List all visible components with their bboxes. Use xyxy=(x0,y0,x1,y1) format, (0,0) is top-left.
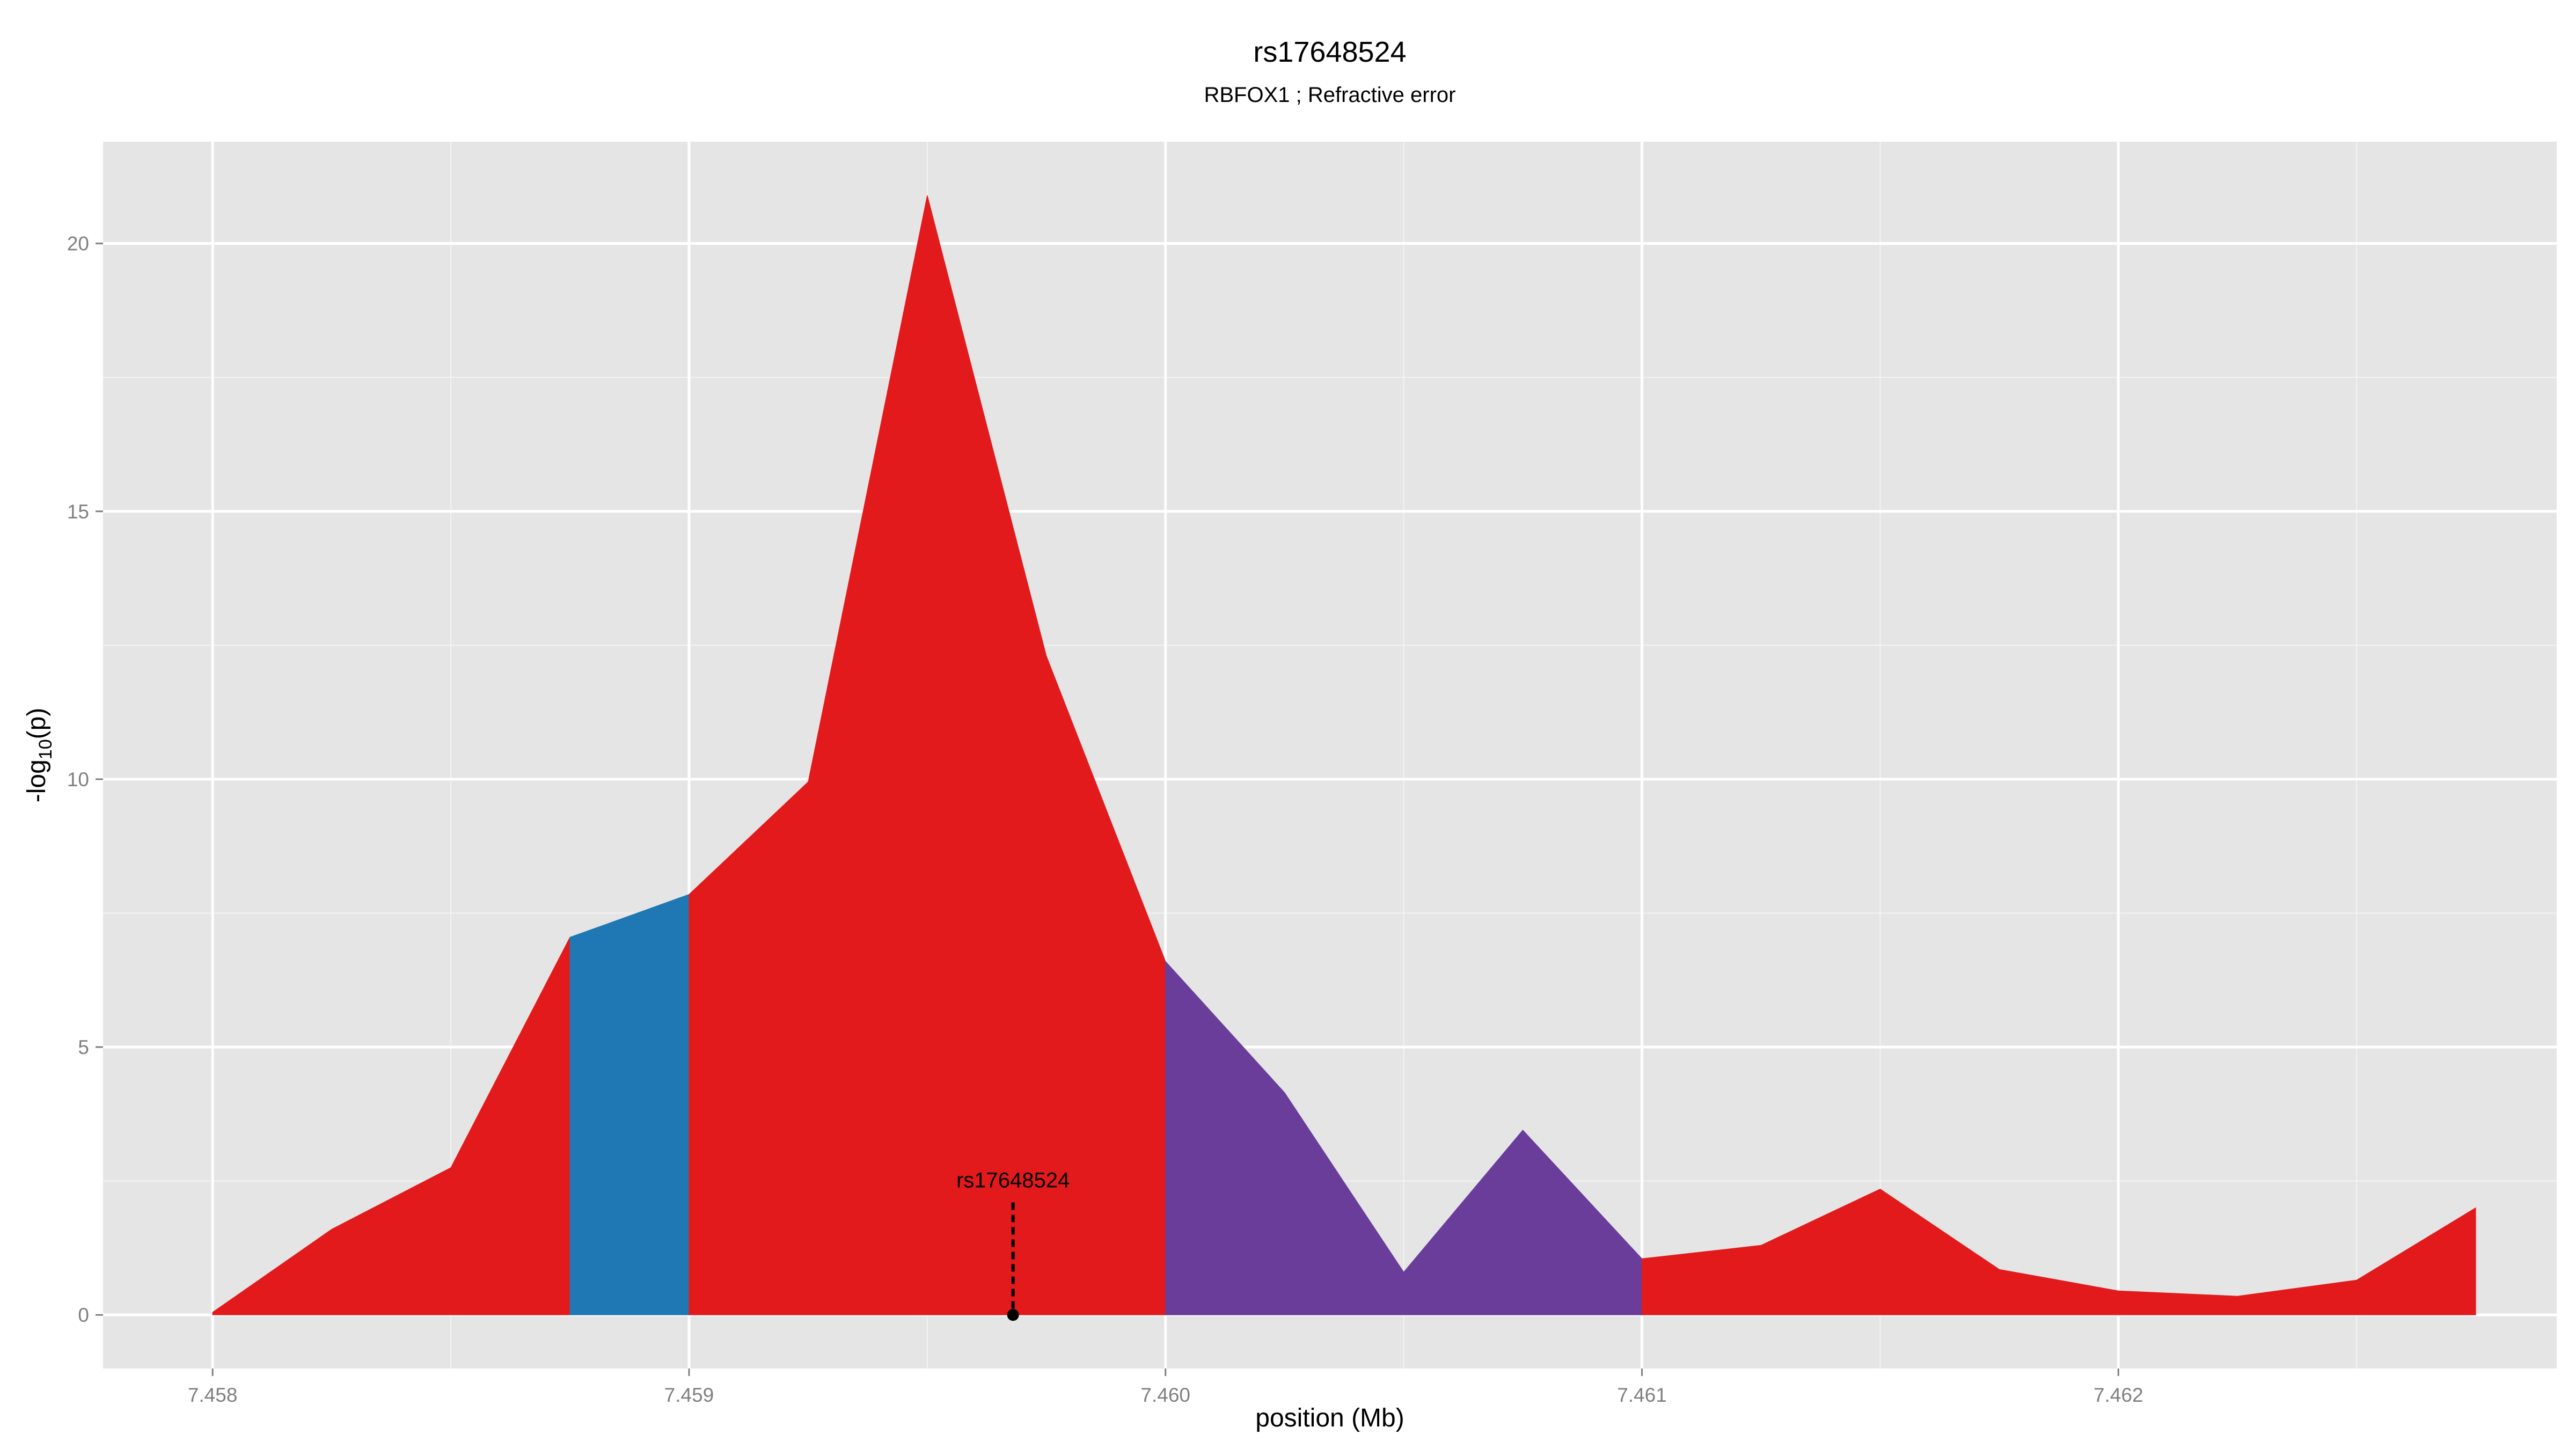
x-tick-label: 7.461 xyxy=(1617,1384,1667,1406)
y-tick-label: 15 xyxy=(67,501,89,523)
y-tick-label: 10 xyxy=(67,769,89,791)
area-segment-2 xyxy=(569,894,690,1315)
x-tick-label: 7.460 xyxy=(1140,1384,1190,1406)
y-axis-label-suffix: (p) xyxy=(23,708,51,740)
x-tick-label: 7.459 xyxy=(664,1384,714,1406)
y-axis-ticks: 0 5 10 15 20 xyxy=(67,233,103,1326)
snp-annotation: rs17648524 xyxy=(956,1169,1070,1321)
y-axis-label-subscript: 10 xyxy=(35,739,56,759)
area-series xyxy=(212,195,2476,1315)
snp-annotation-label: rs17648524 xyxy=(956,1169,1070,1192)
chart-subtitle: RBFOX1 ; Refractive error xyxy=(1204,83,1455,107)
x-tick-label: 7.462 xyxy=(2094,1384,2143,1406)
area-segment-5 xyxy=(1641,1189,2476,1315)
chart-title: rs17648524 xyxy=(1253,36,1406,68)
snp-marker-point xyxy=(1007,1309,1019,1321)
x-axis-label: position (Mb) xyxy=(1255,1404,1404,1432)
y-axis-label-base: -log xyxy=(23,759,51,802)
y-tick-label: 20 xyxy=(67,233,89,255)
y-tick-label: 5 xyxy=(78,1036,89,1058)
x-tick-label: 7.458 xyxy=(188,1384,238,1406)
x-axis-ticks: 7.458 7.459 7.460 7.461 7.462 xyxy=(188,1368,2143,1406)
y-axis-label: -log10(p) xyxy=(23,708,56,803)
y-tick-label: 0 xyxy=(78,1304,89,1326)
